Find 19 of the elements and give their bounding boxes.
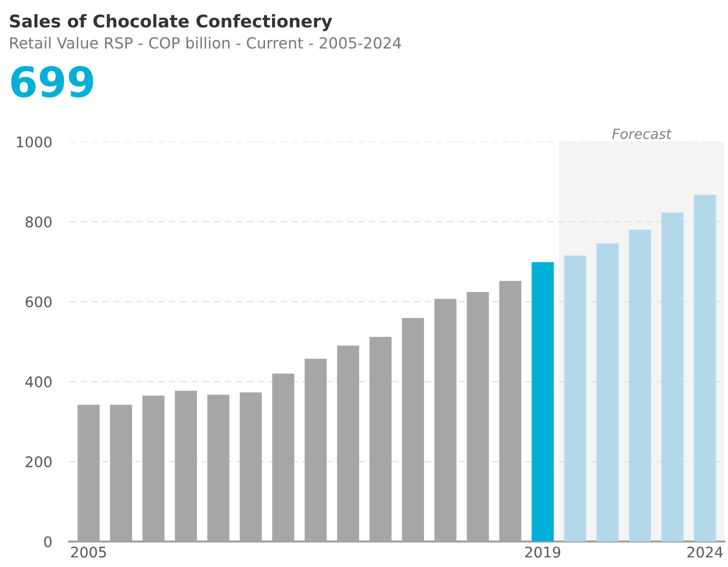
x-tick-label: 2005 xyxy=(71,546,106,558)
chart-title: Sales of Chocolate Confectionery xyxy=(10,14,332,32)
bar xyxy=(564,256,586,542)
bar xyxy=(661,212,684,542)
text: 699 xyxy=(11,66,94,98)
y-tick-label: 800 xyxy=(26,216,52,228)
bar xyxy=(532,262,554,542)
bar xyxy=(694,194,716,542)
y-tick-label: 1000 xyxy=(16,136,52,148)
y-tick-label: 0 xyxy=(44,536,52,548)
x-tick-label: 2019 xyxy=(525,546,560,558)
x-tick-label: 2024 xyxy=(687,546,723,558)
band-label: Forecast xyxy=(612,128,672,140)
y-tick-label: 600 xyxy=(26,296,52,308)
bar xyxy=(629,230,652,542)
chart-subtitle: Retail Value RSP - COP billion - Current - 2005-2024 xyxy=(10,36,402,49)
bar xyxy=(596,243,619,542)
y-tick-label: 400 xyxy=(25,376,52,388)
y-tick-label: 200 xyxy=(26,456,52,468)
